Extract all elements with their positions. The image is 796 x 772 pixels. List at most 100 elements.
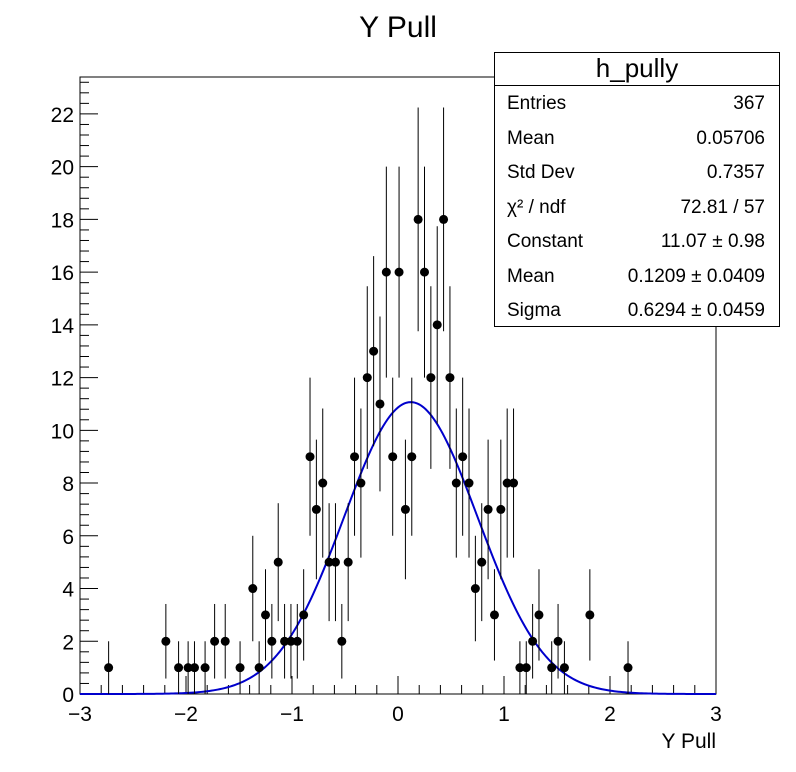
stats-row: χ² / ndf 72.81 / 57 xyxy=(507,191,765,225)
data-marker xyxy=(369,346,379,356)
data-point xyxy=(350,377,360,536)
data-point xyxy=(553,603,563,679)
data-marker xyxy=(470,584,480,594)
data-marker xyxy=(337,636,347,646)
data-marker xyxy=(324,557,334,567)
data-point xyxy=(161,603,171,679)
data-marker xyxy=(104,663,114,673)
x-tick-label: −2 xyxy=(174,703,198,726)
stats-label: Entries xyxy=(507,93,567,114)
stats-value: 0.6294 ± 0.0459 xyxy=(627,300,765,321)
data-point xyxy=(337,603,347,679)
data-marker xyxy=(451,478,461,488)
data-marker xyxy=(426,373,436,383)
stats-label: Std Dev xyxy=(507,162,575,183)
stats-label: Mean xyxy=(507,265,555,287)
data-marker xyxy=(477,557,487,567)
data-point xyxy=(330,503,340,622)
data-marker xyxy=(534,610,544,620)
data-marker xyxy=(273,557,283,567)
data-point xyxy=(369,256,379,447)
data-point xyxy=(261,569,270,661)
data-point xyxy=(623,641,633,694)
data-point xyxy=(432,226,442,424)
y-tick-label: 20 xyxy=(51,157,74,180)
data-point xyxy=(183,641,193,694)
data-point xyxy=(585,569,595,661)
data-marker xyxy=(483,504,493,514)
data-point xyxy=(400,439,410,580)
data-marker xyxy=(394,267,404,277)
stats-value: 11.07 ± 0.98 xyxy=(660,231,765,252)
stats-value: 0.05706 xyxy=(696,127,765,149)
data-marker xyxy=(400,504,410,514)
data-point xyxy=(483,439,493,580)
data-marker xyxy=(515,663,525,673)
data-marker xyxy=(381,267,391,277)
y-tick-label: 6 xyxy=(62,526,74,549)
data-marker xyxy=(553,636,563,646)
data-marker xyxy=(318,478,328,488)
data-marker xyxy=(280,636,290,646)
y-tick-label: 10 xyxy=(51,420,74,443)
data-point xyxy=(502,408,512,558)
x-tick-label: 1 xyxy=(498,703,510,726)
stats-value: 0.7357 xyxy=(706,162,765,183)
data-marker xyxy=(464,478,474,488)
x-axis-label: Y Pull xyxy=(662,730,716,753)
data-point xyxy=(559,641,569,694)
data-point xyxy=(356,408,366,558)
data-point xyxy=(381,166,391,378)
stats-label: Mean xyxy=(507,127,555,149)
data-point xyxy=(189,641,199,694)
data-point xyxy=(343,503,353,622)
stats-row: Sigma 0.6294 ± 0.0459 xyxy=(507,294,765,328)
stats-row: Entries 367 xyxy=(507,87,765,121)
stats-value: 367 xyxy=(733,93,765,114)
data-marker xyxy=(489,610,499,620)
data-marker xyxy=(502,478,512,488)
data-point xyxy=(248,535,258,642)
y-tick-label: 2 xyxy=(62,631,74,654)
data-marker xyxy=(330,557,340,567)
stats-value: 72.81 / 57 xyxy=(680,196,765,218)
data-point xyxy=(509,408,519,558)
y-tick-label: 14 xyxy=(51,315,75,338)
data-marker xyxy=(458,452,468,462)
data-point xyxy=(426,286,436,469)
data-marker xyxy=(521,663,531,673)
fit-curve xyxy=(80,401,716,695)
data-point xyxy=(394,166,404,378)
chart-title: Y Pull xyxy=(359,11,437,44)
stats-box: h_pully Entries 367 Mean 0.05706 Std Dev 0.73… xyxy=(494,52,780,327)
data-marker xyxy=(362,373,372,383)
data-point xyxy=(458,377,468,536)
data-point xyxy=(318,408,328,558)
data-marker xyxy=(388,452,398,462)
data-marker xyxy=(343,557,353,567)
data-point xyxy=(528,603,538,679)
y-tick-label: 12 xyxy=(51,368,74,391)
data-point xyxy=(521,641,531,694)
data-marker xyxy=(305,452,315,462)
data-marker xyxy=(375,399,385,409)
data-marker xyxy=(413,214,423,224)
data-point xyxy=(445,286,455,469)
data-point xyxy=(311,439,321,580)
data-point xyxy=(420,166,429,378)
data-point xyxy=(210,603,220,679)
data-marker xyxy=(299,610,309,620)
x-tick-label: −1 xyxy=(280,703,304,726)
stats-value: 0.1209 ± 0.0409 xyxy=(627,265,765,287)
data-marker xyxy=(445,373,455,383)
data-marker xyxy=(183,663,193,673)
data-point xyxy=(362,286,372,469)
data-marker xyxy=(174,663,184,673)
data-point xyxy=(515,641,525,694)
data-marker xyxy=(509,478,519,488)
data-marker xyxy=(559,663,569,673)
data-point xyxy=(439,107,449,332)
stats-label: Sigma xyxy=(507,300,561,321)
data-marker xyxy=(356,478,366,488)
